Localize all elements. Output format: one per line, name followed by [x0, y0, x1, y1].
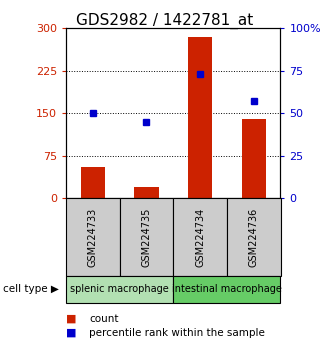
Bar [81, 167, 105, 198]
Text: count: count [89, 314, 118, 324]
Text: percentile rank within the sample: percentile rank within the sample [89, 328, 265, 338]
Text: GDS2982 / 1422781_at: GDS2982 / 1422781_at [76, 12, 254, 29]
Text: GSM224736: GSM224736 [249, 207, 259, 267]
Text: ■: ■ [66, 328, 77, 338]
Bar [242, 119, 266, 198]
Text: cell type ▶: cell type ▶ [3, 284, 59, 295]
Text: GSM224735: GSM224735 [142, 207, 151, 267]
Text: ■: ■ [66, 314, 77, 324]
Text: GSM224733: GSM224733 [88, 207, 98, 267]
Text: splenic macrophage: splenic macrophage [70, 284, 169, 295]
Bar [134, 187, 158, 198]
Bar [188, 37, 212, 198]
Text: GSM224734: GSM224734 [195, 207, 205, 267]
Text: intestinal macrophage: intestinal macrophage [172, 284, 282, 295]
